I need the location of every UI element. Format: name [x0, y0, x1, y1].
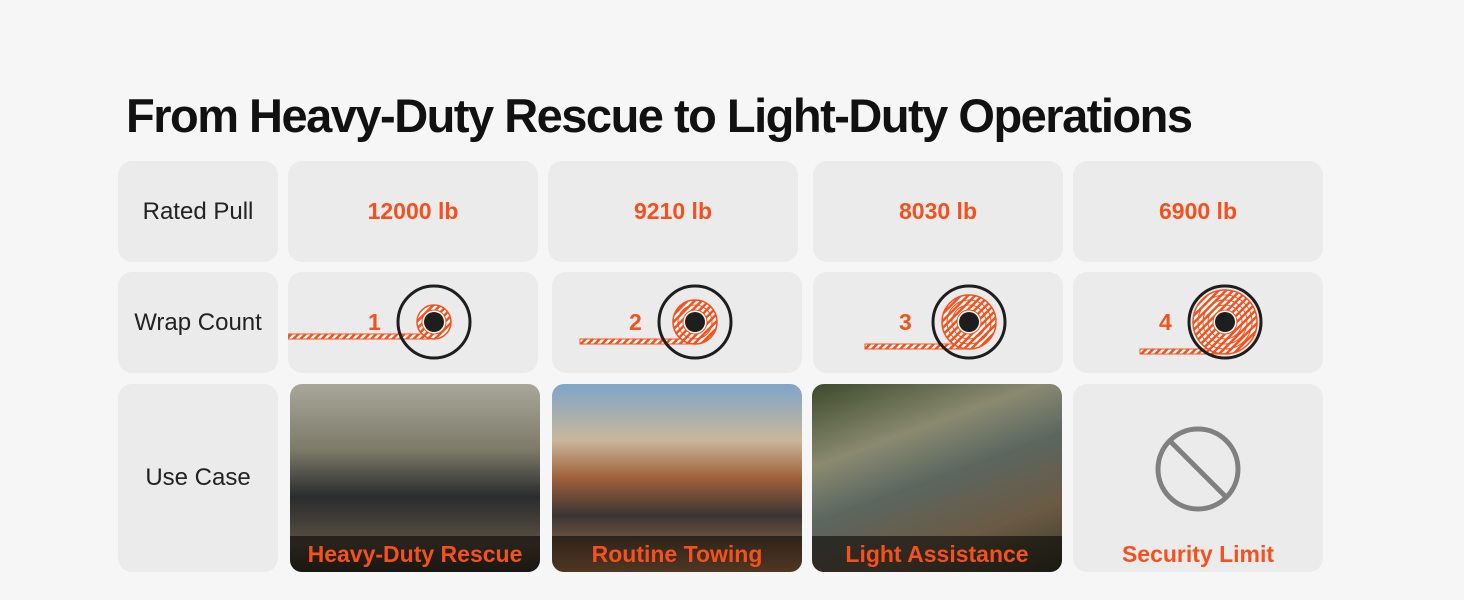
- wrap-number: 1: [368, 309, 381, 335]
- label: Use Case: [145, 464, 251, 491]
- label: Rated Pull: [142, 197, 254, 225]
- drum-core: [424, 312, 444, 332]
- row-label-use-case: Use Case: [118, 384, 278, 572]
- winch-drum-icon: [288, 284, 472, 360]
- rated-pull-cell: 9210 lb: [548, 161, 798, 262]
- wrap-count-cell: 2: [552, 272, 802, 373]
- prohibited-icon: [1155, 426, 1241, 512]
- use-case-caption: Light Assistance: [812, 536, 1062, 572]
- drum-core: [959, 312, 979, 332]
- rated-pull-value: 8030 lb: [899, 198, 977, 224]
- row-label-wrap-count: Wrap Count: [118, 272, 278, 373]
- winch-drum-icon: [1139, 284, 1263, 360]
- use-case-image-light-assistance: Light Assistance: [812, 384, 1062, 572]
- rated-pull-value: 6900 lb: [1159, 198, 1237, 224]
- wrap-number: 2: [629, 309, 642, 335]
- drum-outline: [657, 284, 733, 360]
- wrap-count-cell: 3: [813, 272, 1063, 373]
- rated-pull-cell: 6900 lb: [1073, 161, 1323, 262]
- winch-drum-icon: [864, 284, 1007, 360]
- use-case-caption: Security Limit: [1121, 540, 1275, 567]
- wrap-number: 4: [1159, 309, 1172, 335]
- wrap-number: 3: [899, 309, 912, 335]
- rope: [579, 338, 696, 345]
- wrap-count-cell: 1: [288, 272, 538, 373]
- use-case-image-heavy-duty-rescue: Heavy-Duty Rescue: [290, 384, 540, 572]
- rope: [288, 333, 435, 340]
- wrap-count-cell: 4: [1073, 272, 1323, 373]
- drum-core: [1215, 312, 1235, 332]
- drum-core: [685, 312, 705, 332]
- use-case-security-limit: Security Limit: [1073, 384, 1323, 572]
- drum-outline: [1187, 284, 1263, 360]
- row-label-rated-pull: Rated Pull: [118, 161, 278, 262]
- use-case-image-routine-towing: Routine Towing: [552, 384, 802, 572]
- page-title: From Heavy-Duty Rescue to Light-Duty Ope…: [126, 89, 1193, 142]
- rated-pull-value: 9210 lb: [634, 198, 712, 224]
- rated-pull-cell: 12000 lb: [288, 161, 538, 262]
- label: Wrap Count: [134, 308, 262, 336]
- drum-outline: [931, 284, 1007, 360]
- winch-drum-icon: [579, 284, 733, 360]
- rated-pull-cell: 8030 lb: [813, 161, 1063, 262]
- rated-pull-value: 12000 lb: [367, 198, 459, 224]
- use-case-caption: Heavy-Duty Rescue: [290, 536, 540, 572]
- drum-outline: [396, 284, 472, 360]
- use-case-caption: Routine Towing: [552, 536, 802, 572]
